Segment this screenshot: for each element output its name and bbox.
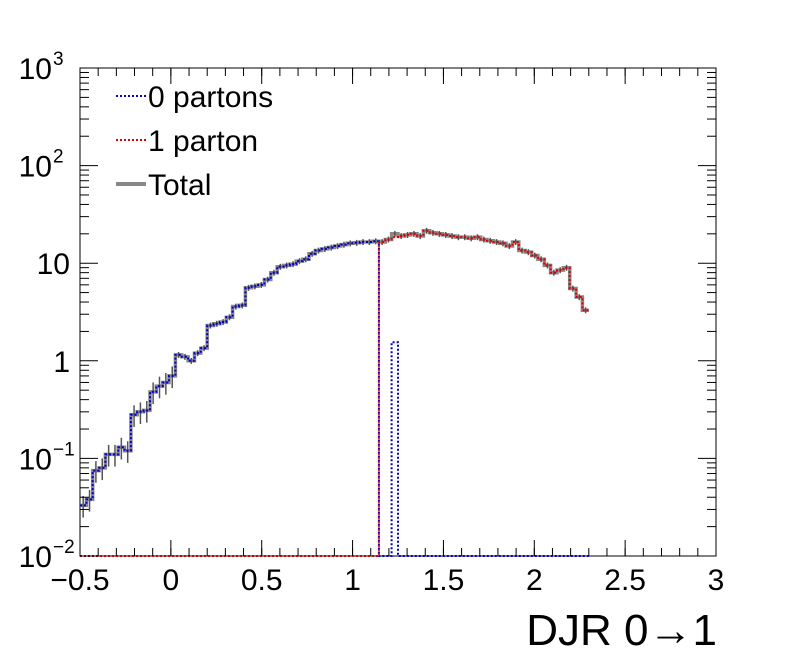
- plot-area-border: [79, 67, 717, 557]
- legend-label: 1 parton: [148, 125, 258, 158]
- y-tick-exponent: 3: [53, 49, 64, 70]
- y-tick-label: 1: [53, 346, 70, 379]
- x-tick-label: 2: [526, 564, 543, 597]
- y-tick-label: 10: [19, 151, 52, 184]
- y-tick-label: 10: [37, 248, 70, 281]
- x-tick-label: 1: [344, 564, 361, 597]
- y-tick-label: 10: [19, 443, 52, 476]
- x-axis-label: DJR 0→1: [526, 606, 717, 655]
- y-tick-exponent: −1: [53, 439, 75, 460]
- plot-frame-layer: [79, 67, 717, 557]
- series-line-1-parton: [80, 229, 589, 557]
- legend-label: 0 partons: [148, 81, 273, 114]
- x-tick-label: 2.5: [604, 564, 646, 597]
- legend: 0 partons 1 parton Total: [116, 81, 273, 202]
- y-tick-label: 10: [19, 541, 52, 574]
- x-tick-label: 0: [163, 564, 180, 597]
- series-layer: [80, 227, 589, 557]
- series-line-total: [80, 229, 589, 508]
- y-tick-label: 10: [19, 53, 52, 86]
- y-tick-exponent: 2: [53, 147, 64, 168]
- x-tick-label: 3: [708, 564, 725, 597]
- x-tick-label: 1.5: [423, 564, 465, 597]
- series-line-0-partons: [80, 240, 589, 557]
- x-tick-label: −0.5: [50, 564, 109, 597]
- y-tick-exponent: −2: [53, 537, 75, 558]
- legend-label: Total: [148, 169, 211, 202]
- x-tick-label: 0.5: [241, 564, 283, 597]
